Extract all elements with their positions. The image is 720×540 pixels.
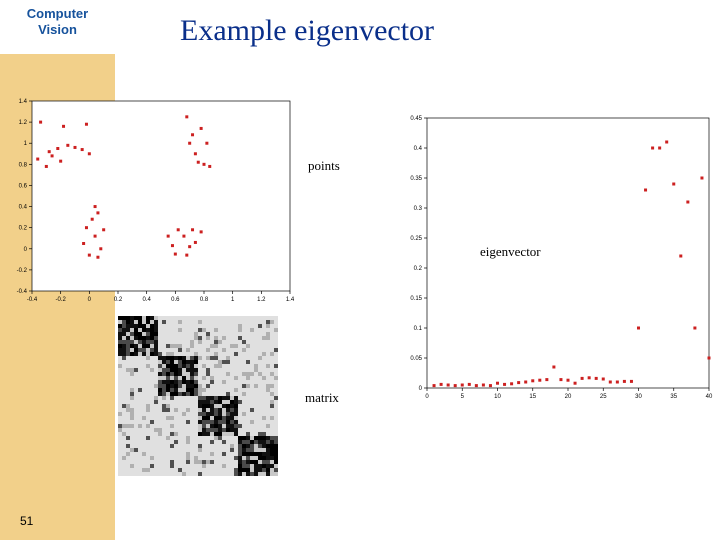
svg-text:0.1: 0.1 — [414, 326, 423, 332]
svg-text:40: 40 — [706, 394, 713, 400]
svg-text:0.4: 0.4 — [142, 297, 151, 303]
svg-text:0.2: 0.2 — [414, 266, 423, 272]
points-label: points — [308, 158, 340, 174]
svg-text:0.45: 0.45 — [410, 116, 422, 122]
points-scatter-chart: -0.4 -0.2 0 0.2 0.4 0.6 0.8 1 1.2 1.4 -0.4 -0.2 0 0.2… — [6, 95, 296, 305]
eigenvector-chart: 0 5 10 15 20 25 30 35 40 0 0.05 0.1 0.15 0.2 0.25 0.3 0.… — [395, 112, 715, 402]
svg-text:0.8: 0.8 — [200, 297, 209, 303]
svg-text:0.6: 0.6 — [171, 297, 180, 303]
svg-text:0.4: 0.4 — [414, 146, 423, 152]
sidebar-label-1: Computer — [27, 6, 88, 21]
svg-text:1.2: 1.2 — [257, 297, 266, 303]
sidebar-label-2: Vision — [38, 22, 77, 37]
svg-text:0.15: 0.15 — [410, 296, 422, 302]
svg-text:0.25: 0.25 — [410, 236, 422, 242]
slide-number: 51 — [20, 514, 33, 528]
svg-text:35: 35 — [670, 394, 677, 400]
svg-text:15: 15 — [529, 394, 536, 400]
svg-text:1: 1 — [24, 141, 28, 147]
svg-text:0: 0 — [88, 297, 92, 303]
page-title: Example eigenvector — [180, 14, 434, 48]
svg-text:0.2: 0.2 — [19, 226, 28, 232]
sidebar-brand: Computer Vision — [0, 0, 115, 54]
svg-text:0.05: 0.05 — [410, 356, 422, 362]
svg-text:1.4: 1.4 — [286, 297, 295, 303]
svg-text:0: 0 — [425, 394, 429, 400]
svg-text:0.3: 0.3 — [414, 206, 423, 212]
svg-text:0.4: 0.4 — [19, 205, 28, 211]
svg-text:-0.2: -0.2 — [17, 268, 28, 274]
svg-text:1.2: 1.2 — [19, 120, 28, 126]
svg-text:25: 25 — [600, 394, 607, 400]
svg-text:5: 5 — [461, 394, 465, 400]
svg-text:0.6: 0.6 — [19, 183, 28, 189]
svg-text:20: 20 — [565, 394, 572, 400]
svg-text:0: 0 — [419, 386, 423, 392]
eigenvector-label: eigenvector — [480, 244, 541, 260]
slide: Computer Vision Example eigenvector 51 -… — [0, 0, 720, 540]
svg-text:0.8: 0.8 — [19, 162, 28, 168]
svg-text:-0.2: -0.2 — [55, 297, 66, 303]
svg-text:-0.4: -0.4 — [17, 289, 28, 295]
matrix-heatmap — [118, 316, 280, 478]
svg-text:1.4: 1.4 — [19, 99, 28, 105]
svg-text:0.35: 0.35 — [410, 176, 422, 182]
svg-text:-0.4: -0.4 — [27, 297, 38, 303]
svg-text:30: 30 — [635, 394, 642, 400]
svg-text:0: 0 — [24, 247, 28, 253]
matrix-label: matrix — [305, 390, 339, 406]
svg-text:10: 10 — [494, 394, 501, 400]
svg-text:0.2: 0.2 — [114, 297, 123, 303]
svg-text:1: 1 — [231, 297, 235, 303]
